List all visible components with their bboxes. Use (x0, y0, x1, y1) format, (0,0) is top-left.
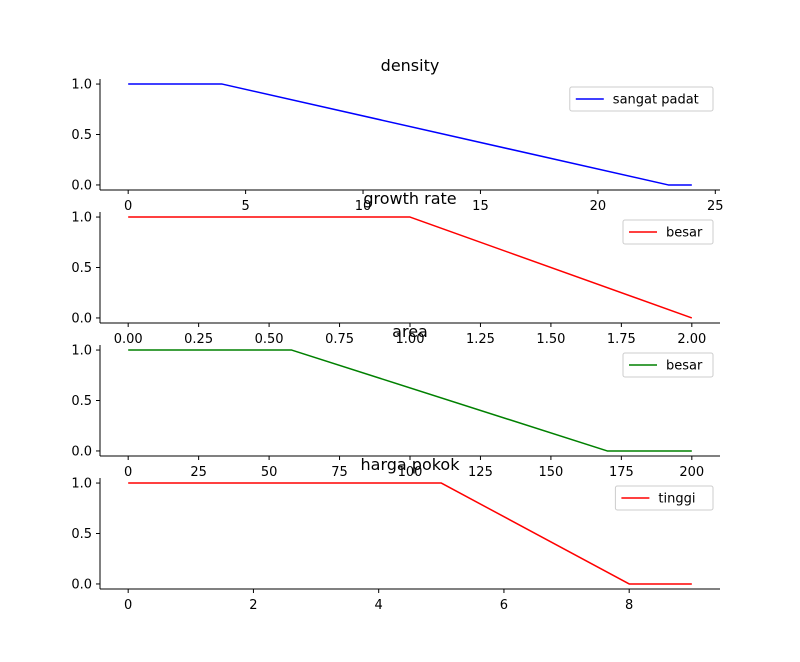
x-tick-label: 75 (331, 465, 348, 480)
subplot-title: harga pokok (361, 455, 461, 474)
x-tick-label: 5 (241, 199, 249, 214)
x-tick-label: 1.25 (466, 332, 495, 347)
series-line (128, 482, 692, 585)
x-tick-label: 20 (590, 199, 607, 214)
x-tick-label: 2.00 (677, 332, 706, 347)
legend: besar (622, 219, 714, 245)
x-tick-label: 0.00 (114, 332, 143, 347)
y-tick-label: 0.5 (71, 261, 92, 276)
y-tick-label: 0.0 (71, 444, 92, 459)
x-tick-label: 0.50 (255, 332, 284, 347)
x-tick-label: 175 (609, 465, 634, 480)
legend-box (622, 219, 714, 245)
x-tick-label: 0.75 (325, 332, 354, 347)
x-tick-label: 50 (261, 465, 278, 480)
x-tick-label: 4 (375, 598, 383, 613)
x-tick-label: 25 (707, 199, 724, 214)
x-tick-label: 125 (468, 465, 493, 480)
legend: sangat padat (569, 86, 714, 112)
x-tick-label: 8 (625, 598, 633, 613)
y-tick-label: 0.5 (71, 128, 92, 143)
y-tick-label: 0.0 (71, 311, 92, 326)
x-tick-label: 200 (679, 465, 704, 480)
x-tick-label: 150 (538, 465, 563, 480)
x-tick-label: 6 (500, 598, 508, 613)
y-tick-label: 0.5 (71, 394, 92, 409)
legend-box (622, 352, 714, 378)
y-tick-label: 1.0 (71, 344, 92, 359)
legend: tinggi (614, 485, 714, 511)
legend-label: besar (666, 359, 703, 374)
x-tick-label: 25 (190, 465, 207, 480)
subplot-title: growth rate (363, 189, 456, 208)
series-line (128, 349, 692, 452)
y-tick-label: 0.0 (71, 178, 92, 193)
x-tick-label: 1.00 (396, 332, 425, 347)
series-line (128, 216, 693, 319)
y-tick-label: 1.0 (71, 211, 92, 226)
legend-label: besar (666, 226, 703, 241)
subplot-title: density (381, 56, 440, 75)
y-tick-label: 1.0 (71, 78, 92, 93)
x-tick-label: 10 (355, 199, 372, 214)
subplot-2: 0.0 0.5 1.0 0.00 0.25 0.50 0.75 1.00 1.25 1.50 1.7… (71, 189, 720, 347)
subplot-title: area (392, 322, 428, 341)
y-tick-label: 0.0 (71, 577, 92, 592)
legend-box (614, 485, 714, 511)
x-tick-label: 0 (124, 465, 132, 480)
y-tick-label: 1.0 (71, 477, 92, 492)
x-tick-label: 2 (249, 598, 257, 613)
x-tick-label: 0 (124, 598, 132, 613)
legend-box (569, 86, 714, 112)
x-tick-label: 15 (472, 199, 489, 214)
subplot-4: 0.0 0.5 1.0 0 2 4 6 8 harga pokok tinggi (71, 455, 720, 613)
x-tick-label: 100 (398, 465, 423, 480)
x-tick-label: 0 (124, 199, 132, 214)
x-tick-label: 1.50 (536, 332, 565, 347)
subplot-1: 0.0 0.5 1.0 0 5 10 15 20 25 density sangat padat (71, 56, 723, 214)
legend-label: tinggi (658, 492, 695, 507)
x-tick-label: 1.75 (607, 332, 636, 347)
x-tick-label: 0.25 (184, 332, 213, 347)
legend: besar (622, 352, 714, 378)
y-tick-label: 0.5 (71, 527, 92, 542)
legend-label: sangat padat (613, 93, 699, 108)
series-line (128, 83, 692, 186)
